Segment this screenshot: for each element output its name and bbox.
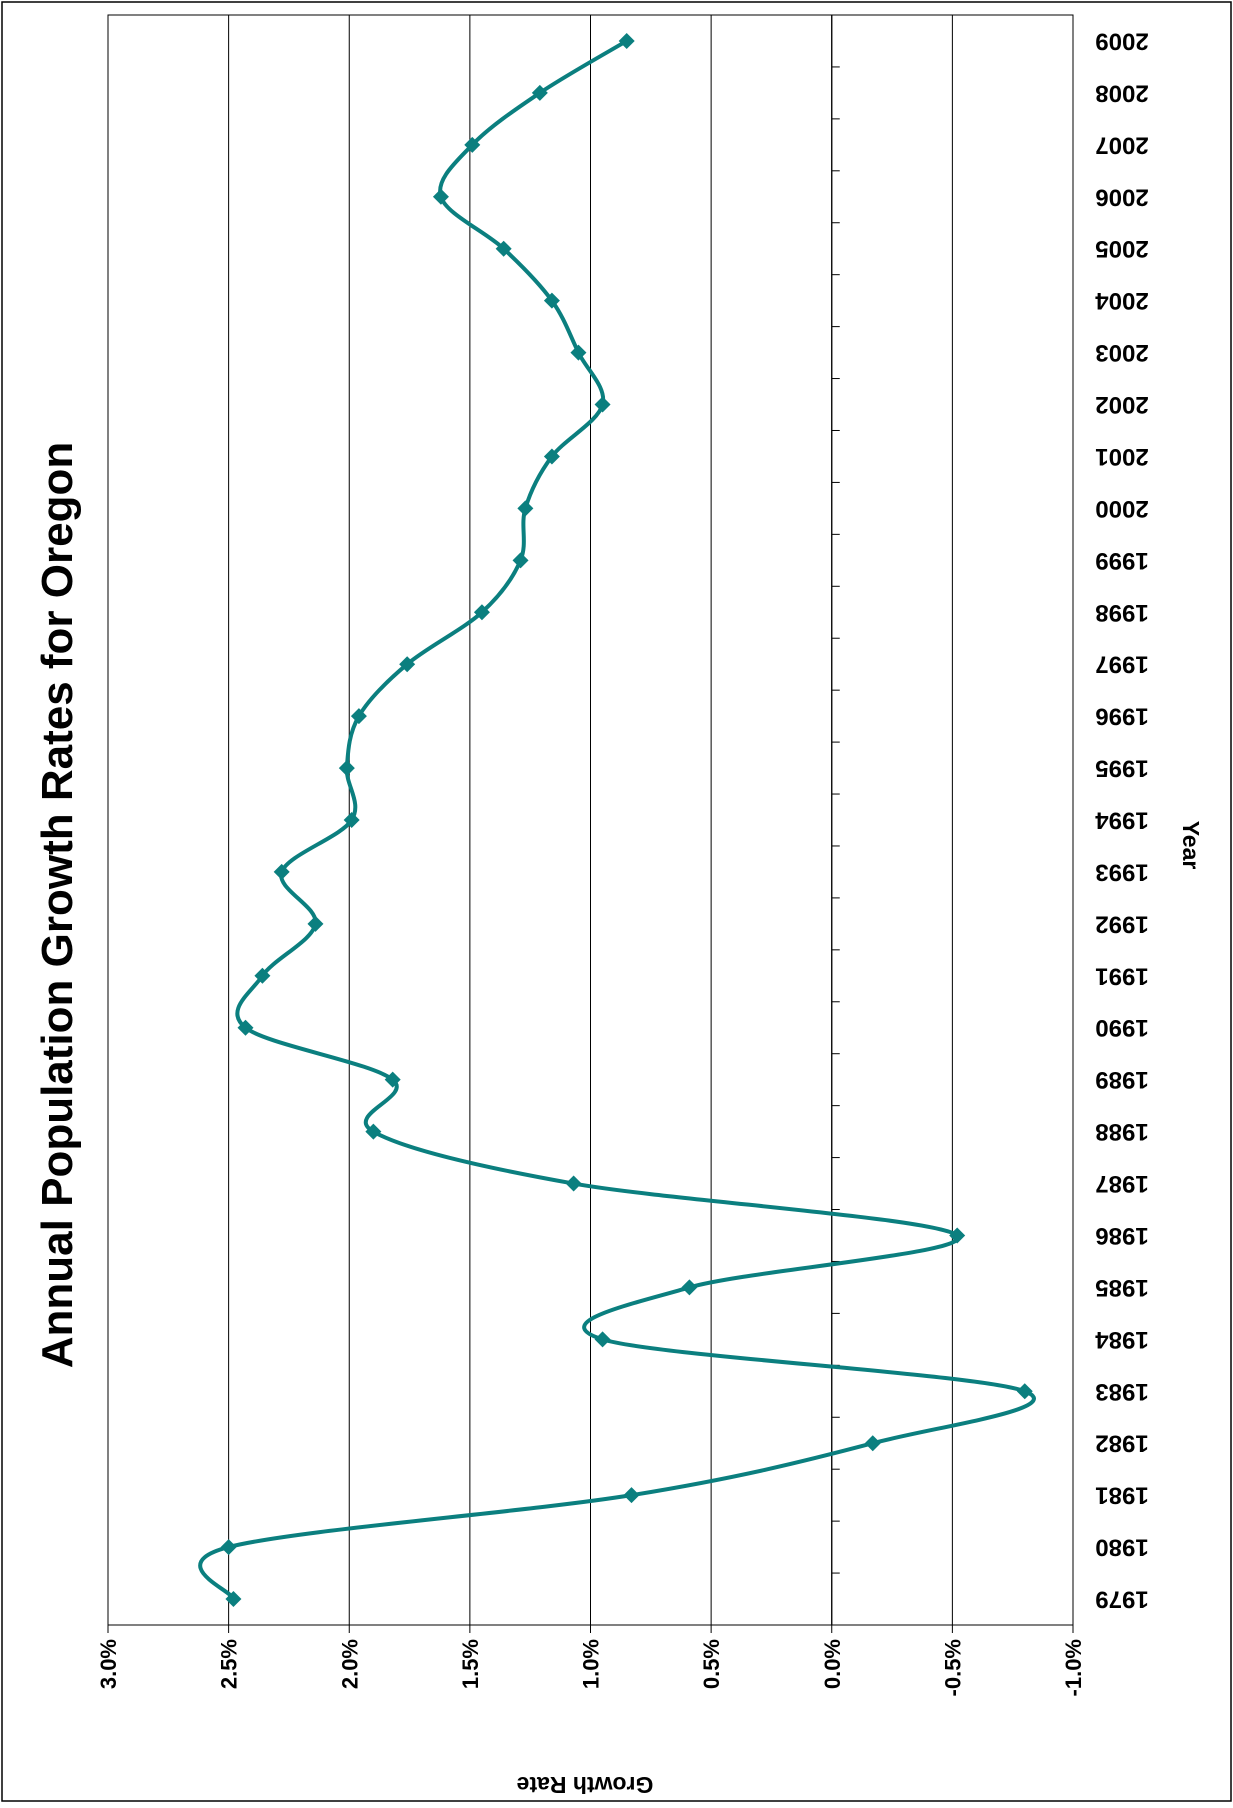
category-tick-label: 1991 <box>1095 962 1148 989</box>
data-point <box>432 188 449 205</box>
category-tick-label: 1980 <box>1095 1534 1148 1561</box>
data-point <box>365 1123 382 1140</box>
category-tick-label: 2004 <box>1095 287 1149 314</box>
data-point <box>543 448 560 465</box>
data-point <box>949 1227 966 1244</box>
data-point <box>343 812 360 828</box>
value-tick-label: 1.5% <box>458 1639 483 1689</box>
value-tick-label: 0.0% <box>820 1639 845 1689</box>
category-tick-label: 2002 <box>1095 391 1148 418</box>
data-point <box>594 1331 611 1348</box>
data-point <box>531 84 548 101</box>
data-point <box>681 1279 698 1296</box>
category-tick-label: 2008 <box>1095 79 1148 106</box>
category-tick-label: 2000 <box>1095 495 1148 522</box>
data-point <box>473 604 490 621</box>
category-tick-label: 1996 <box>1095 703 1148 730</box>
category-tick-label: 1990 <box>1095 1014 1148 1041</box>
category-tick-label: 1998 <box>1095 599 1148 626</box>
data-point <box>570 344 587 361</box>
category-tick-label: 1989 <box>1095 1066 1148 1093</box>
data-point <box>512 552 529 569</box>
category-tick-label: 1981 <box>1095 1482 1148 1509</box>
data-point <box>254 967 271 984</box>
value-tick-label: -0.5% <box>940 1639 965 1696</box>
data-point <box>399 656 416 673</box>
category-tick-label: 1993 <box>1095 858 1148 885</box>
data-point <box>517 500 534 517</box>
category-tick-label: 1979 <box>1095 1586 1148 1613</box>
category-tick-label: 2003 <box>1095 339 1148 366</box>
category-tick-label: 1999 <box>1095 547 1148 574</box>
data-point <box>338 760 355 777</box>
category-tick-label: 2006 <box>1095 183 1148 210</box>
data-point <box>594 396 611 413</box>
category-tick-label: 2001 <box>1095 443 1148 470</box>
category-tick-label: 2007 <box>1095 131 1148 158</box>
category-tick-label: 1988 <box>1095 1118 1148 1145</box>
data-point <box>618 32 635 49</box>
category-tick-label: 1997 <box>1095 651 1148 678</box>
value-tick-label: 2.0% <box>337 1639 362 1689</box>
category-tick-label: 2005 <box>1095 235 1148 262</box>
data-point <box>543 292 560 309</box>
y-axis-title: Growth Rate <box>517 1772 654 1798</box>
plot-layer: 3.0% 2.5% 2.0% 1.5% 1.0% 0.5% 0.0% -0.5% -1.0% 19… <box>96 14 1149 1696</box>
data-point <box>623 1487 640 1504</box>
data-point <box>273 863 290 880</box>
data-point <box>384 1071 401 1088</box>
category-tick-label: 1984 <box>1095 1326 1149 1353</box>
x-axis-title: Year <box>1178 821 1204 870</box>
category-tick-label: 1983 <box>1095 1378 1148 1405</box>
category-tick-label: 1985 <box>1095 1274 1148 1301</box>
category-tick-label: 1995 <box>1095 755 1148 782</box>
value-tick-label: 0.5% <box>699 1639 724 1689</box>
category-tick-label: 1986 <box>1095 1222 1148 1249</box>
value-tick-label: -1.0% <box>1061 1639 1086 1696</box>
category-tick-label: 1987 <box>1095 1170 1148 1197</box>
category-tick-label: 2009 <box>1095 27 1148 54</box>
data-point <box>864 1435 881 1452</box>
value-tick-label: 2.5% <box>217 1639 242 1689</box>
data-point <box>225 1591 242 1608</box>
data-point <box>1016 1383 1033 1400</box>
data-point <box>565 1175 582 1192</box>
value-tick-label: 3.0% <box>96 1639 121 1689</box>
data-point <box>307 915 324 932</box>
category-tick-label: 1994 <box>1095 807 1149 834</box>
category-tick-label: 1992 <box>1095 910 1148 937</box>
data-point <box>350 708 367 725</box>
data-point <box>464 136 481 153</box>
data-point <box>220 1539 237 1556</box>
category-tick-label: 1982 <box>1095 1430 1148 1457</box>
data-point <box>495 240 512 257</box>
value-tick-label: 1.0% <box>579 1639 604 1689</box>
data-point <box>237 1019 254 1036</box>
chart-title: Annual Population Growth Rates for Orego… <box>33 442 82 1368</box>
